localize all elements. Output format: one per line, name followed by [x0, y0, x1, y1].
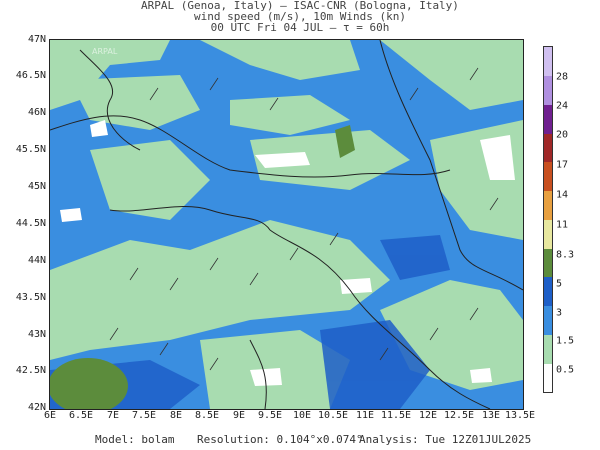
lon-label-11: 11E — [355, 410, 375, 421]
colorbar-segment — [544, 248, 552, 278]
colorbar-label-14: 14 — [556, 189, 569, 201]
strong-wind-areas — [50, 125, 355, 409]
map-watermark: ARPAL — [92, 47, 118, 56]
colorbar-label-20: 20 — [556, 129, 569, 141]
lon-label-12: 12E — [418, 410, 438, 421]
colorbar-segment — [544, 162, 552, 191]
colorbar-segment — [544, 305, 552, 335]
colorbar-label-5: 5 — [556, 278, 563, 290]
lat-label-45: 45N — [27, 181, 46, 192]
calm-areas — [60, 120, 515, 386]
lat-label-42: 42N — [27, 402, 46, 413]
lat-label-47: 47N — [27, 34, 46, 45]
analysis-info: Analysis: Tue 12Z01JUL2025 — [359, 433, 532, 446]
colorbar-segment — [544, 334, 552, 364]
lon-label-8-5: 8.5E — [194, 410, 220, 421]
lat-label-42-5: 42.5N — [15, 365, 46, 376]
model-info: Model: bolam — [95, 433, 175, 446]
lon-label-12-5: 12.5E — [443, 410, 475, 421]
lat-label-44-5: 44.5N — [15, 218, 46, 229]
lon-label-6: 6E — [43, 410, 57, 421]
colorbar-segment — [544, 104, 552, 134]
header-line-2: wind speed (m/s), 10m Winds (kn) — [194, 10, 406, 23]
colorbar-label-8-3: 8.3 — [556, 249, 575, 261]
lat-label-44: 44N — [27, 255, 46, 266]
lat-label-46: 46N — [27, 107, 46, 118]
lon-label-13-5: 13.5E — [504, 410, 536, 421]
resolution-info: Resolution: 0.104°x0.074° — [197, 433, 363, 446]
colorbar-segment — [544, 47, 552, 76]
lon-label-13: 13E — [481, 410, 501, 421]
colorbar-segment — [544, 219, 552, 249]
lon-label-11-5: 11.5E — [380, 410, 412, 421]
low-wind-areas — [50, 40, 523, 409]
lat-label-43: 43N — [27, 329, 46, 340]
lon-label-10: 10E — [292, 410, 312, 421]
colorbar-segment — [544, 133, 552, 163]
header-line-1: ARPAL (Genoa, Italy) — ISAC-CNR (Bologna… — [141, 0, 459, 12]
lon-label-9-5: 9.5E — [257, 410, 283, 421]
wind-barbs — [109, 67, 499, 371]
coastlines — [50, 40, 523, 409]
lat-label-46-5: 46.5N — [15, 70, 46, 81]
lat-label-45-5: 45.5N — [15, 144, 46, 155]
lon-label-7-5: 7.5E — [131, 410, 157, 421]
lon-label-6-5: 6.5E — [68, 410, 94, 421]
colorbar-label-24: 24 — [556, 100, 569, 112]
lon-label-10-5: 10.5E — [317, 410, 349, 421]
wind-map: ARPAL — [49, 39, 524, 410]
colorbar-label-11: 11 — [556, 219, 569, 231]
header-line-3: 00 UTC Fri 04 JUL — τ = 60h — [210, 21, 390, 34]
colorbar-segment — [544, 190, 552, 220]
colorbar-label-28: 28 — [556, 71, 569, 83]
lon-label-7: 7E — [106, 410, 120, 421]
colorbar — [543, 46, 553, 393]
colorbar-label-17: 17 — [556, 159, 569, 171]
colorbar-label-3: 3 — [556, 307, 563, 319]
colorbar-segment — [544, 363, 552, 393]
colorbar-segment — [544, 277, 552, 306]
colorbar-segment — [544, 75, 552, 105]
lon-label-8: 8E — [169, 410, 183, 421]
wind-map-svg: ARPAL — [50, 40, 523, 409]
colorbar-label-1-5: 1.5 — [556, 335, 575, 347]
lon-label-9: 9E — [232, 410, 246, 421]
colorbar-label-0-5: 0.5 — [556, 364, 575, 376]
lat-label-43-5: 43.5N — [15, 292, 46, 303]
